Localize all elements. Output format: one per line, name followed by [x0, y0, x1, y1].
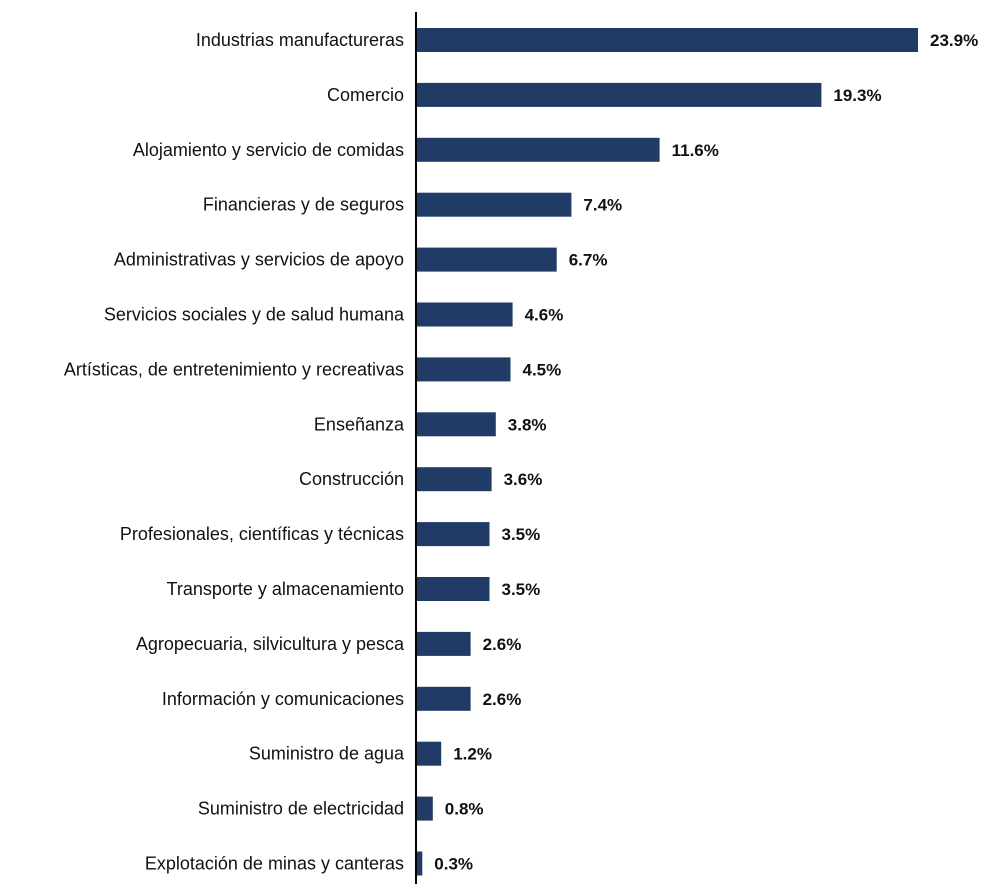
value-label: 23.9%	[930, 31, 978, 50]
value-label: 3.6%	[504, 470, 543, 489]
bar-7	[416, 357, 511, 382]
category-label: Administrativas y servicios de apoyo	[114, 250, 404, 270]
value-label: 3.5%	[502, 525, 541, 544]
value-label: 4.5%	[523, 360, 562, 379]
bar-10	[416, 522, 490, 547]
value-label: 0.3%	[434, 855, 473, 874]
bar-5	[416, 247, 557, 272]
category-label: Suministro de agua	[249, 744, 405, 764]
bar-2	[416, 82, 822, 107]
bar-15	[416, 796, 433, 821]
value-label: 11.6%	[672, 141, 719, 160]
category-label: Financieras y de seguros	[203, 195, 404, 215]
category-label-group: Industrias manufactureras Comercio Alojami…	[64, 30, 405, 874]
category-label: Transporte y almacenamiento	[167, 579, 404, 599]
bar-14	[416, 741, 442, 766]
bar-6	[416, 302, 513, 327]
bar-3	[416, 137, 660, 162]
value-label: 4.6%	[525, 306, 564, 325]
bar-11	[416, 577, 490, 601]
value-label: 7.4%	[583, 196, 622, 215]
bar-1	[416, 28, 918, 52]
bar-4	[416, 192, 572, 217]
category-label: Artísticas, de entretenimiento y recreat…	[64, 359, 404, 379]
value-label: 2.6%	[483, 690, 522, 709]
bar-16	[416, 851, 423, 876]
category-label: Profesionales, científicas y técnicas	[120, 524, 404, 544]
value-label: 1.2%	[453, 745, 492, 764]
value-label: 0.8%	[445, 800, 484, 819]
value-label-group: 23.9% 19.3% 11.6% 7.4% 6.7% 4.6% 4.5% 3.8% 3.6% 3…	[434, 31, 978, 874]
value-label: 2.6%	[483, 635, 522, 654]
category-label: Comercio	[327, 85, 404, 105]
value-label: 6.7%	[569, 251, 608, 270]
value-label: 3.8%	[508, 415, 547, 434]
value-label: 19.3%	[833, 86, 881, 105]
category-label: Alojamiento y servicio de comidas	[133, 140, 404, 160]
category-label: Construcción	[299, 469, 404, 489]
value-label: 3.5%	[502, 580, 541, 599]
category-label: Industrias manufactureras	[196, 30, 404, 50]
bar-8	[416, 412, 496, 437]
category-label: Agropecuaria, silvicultura y pesca	[136, 634, 405, 654]
category-label: Servicios sociales y de salud humana	[104, 305, 405, 325]
bar-12	[416, 631, 471, 656]
category-label: Suministro de electricidad	[198, 799, 404, 819]
bar-9	[416, 467, 492, 492]
category-label: Información y comunicaciones	[162, 689, 404, 709]
bar-group	[416, 28, 918, 876]
category-label: Explotación de minas y canteras	[145, 854, 404, 874]
bar-13	[416, 686, 471, 711]
category-label: Enseñanza	[314, 414, 405, 434]
